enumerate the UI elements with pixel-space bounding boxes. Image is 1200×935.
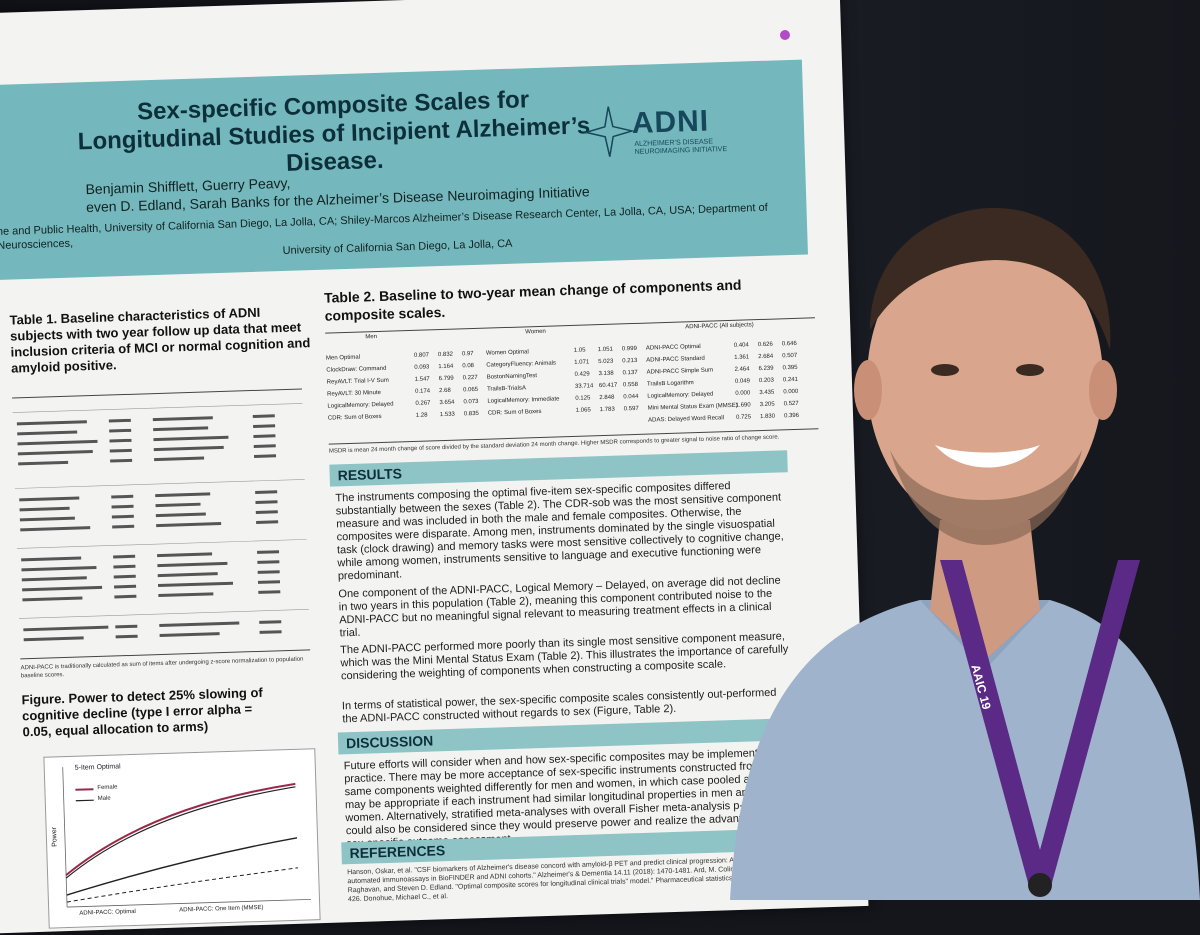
- power-curves-icon: [62, 767, 311, 908]
- table2-cell: 0.213: [622, 357, 638, 365]
- table2-cell: 1.783: [599, 406, 615, 414]
- table2-group-men: Men: [365, 334, 378, 341]
- table2-cell: 0.429: [574, 371, 590, 378]
- adni-logo-text: ADNI: [631, 104, 710, 140]
- table2-cell: 0.807: [413, 352, 430, 359]
- table2-cell: 0.137: [622, 369, 638, 377]
- table2-cell: 0.093: [414, 364, 430, 371]
- table2-cell: 1.051: [597, 346, 613, 354]
- table2-cell: 0.08: [462, 363, 475, 370]
- table2-cell: 33.714: [574, 383, 594, 390]
- table2-cell: TrailsB Logarithm: [646, 380, 694, 388]
- table2-cell: Women Optimal: [485, 349, 529, 357]
- star-burst-icon: [583, 106, 635, 157]
- table2-cell: ADNI-PACC Simple Sum: [646, 367, 714, 376]
- table2-cell: 6.799: [438, 375, 454, 383]
- table2-cell: 0.174: [415, 388, 431, 395]
- push-pin-icon: [780, 30, 790, 40]
- table2-cell: TrailsB-TrialsA: [486, 385, 527, 393]
- table2-cell: LogicalMemory: Delayed: [647, 391, 714, 400]
- table2-cell: CDR: Sum of Boxes: [487, 408, 542, 417]
- table2-cell: 1.547: [414, 376, 430, 383]
- table2-cell: LogicalMemory: Immediate: [487, 396, 560, 405]
- table2-cell: 5.023: [598, 358, 614, 366]
- table2-cell: 0.832: [437, 351, 454, 359]
- figure-ylabel: Power: [51, 826, 59, 847]
- table2-cell: ADAS: Delayed Word Recall: [648, 415, 725, 424]
- table2-cell: 0.999: [621, 345, 637, 353]
- table2-cell: 1.164: [438, 363, 454, 371]
- presenter-photo: [720, 200, 1200, 900]
- table2-cell: 0.597: [623, 405, 639, 413]
- table2-cell: ReyAVLT: Trial I-V Sum: [326, 377, 389, 386]
- table2-cell: 60.417: [598, 382, 618, 390]
- table2-cell: 0.044: [623, 393, 639, 401]
- table1-body: [12, 388, 311, 660]
- presenter-figure-icon: [730, 207, 1200, 900]
- power-figure: 5-Item Optimal Female Male Power ADNI-PA…: [43, 748, 321, 929]
- table2-cell: 3.654: [439, 399, 455, 407]
- table2-cell: 1.065: [575, 407, 591, 414]
- table2-cell: 1.533: [439, 411, 455, 419]
- figure-legend-title: 5-Item Optimal: [74, 763, 121, 772]
- table1-lines-icon: [12, 403, 309, 642]
- table2-cell: CDR: Sum of Boxes: [327, 413, 382, 422]
- lanyard-icon: [940, 560, 1140, 897]
- table2-cell: 0.835: [463, 410, 479, 418]
- table2-cell: 1.071: [574, 359, 590, 366]
- table1-heading: Table 1. Baseline characteristics of ADN…: [9, 304, 311, 376]
- figure-heading: Figure. Power to detect 25% slowing of c…: [21, 684, 263, 740]
- figure-legend-female: Female: [97, 784, 118, 792]
- table2-cell: 0.227: [462, 374, 478, 382]
- table2-cell: 2.68: [438, 387, 451, 395]
- table2-cell: ADNI-PACC Optimal: [645, 343, 701, 352]
- table2-cell: 1.28: [415, 412, 428, 419]
- table2-cell: BostonNamingTest: [486, 373, 538, 381]
- table2-cell: CategoryFluency: Animals: [486, 360, 557, 369]
- table2-cell: Men Optimal: [325, 354, 361, 362]
- figure-legend-male: Male: [97, 795, 111, 803]
- table2-cell: 0.97: [461, 351, 474, 358]
- table2-cell: LogicalMemory: Delayed: [327, 401, 394, 410]
- adni-logo: ADNI ALZHEIMER’S DISEASE NEUROIMAGING IN…: [583, 97, 745, 162]
- table2-cell: ADNI-PACC Standard: [646, 355, 705, 364]
- table2-group-women: Women: [525, 328, 546, 336]
- table2-cell: ClockDraw: Command: [326, 365, 387, 374]
- table2-cell: 1.05: [573, 347, 586, 354]
- adni-logo-subtitle: ALZHEIMER’S DISEASE NEUROIMAGING INITIAT…: [634, 138, 728, 156]
- table2-cell: 0.073: [463, 398, 479, 406]
- table2-cell: ReyAVLT: 30 Minute: [327, 389, 382, 398]
- table2-cell: 3.138: [598, 370, 614, 378]
- table2-cell: 0.065: [462, 386, 479, 394]
- table2-cell: 2.848: [599, 394, 615, 402]
- table2-cell: 0.267: [415, 400, 431, 407]
- table2-cell: 0.125: [575, 395, 591, 402]
- table2-cell: 0.558: [622, 381, 639, 389]
